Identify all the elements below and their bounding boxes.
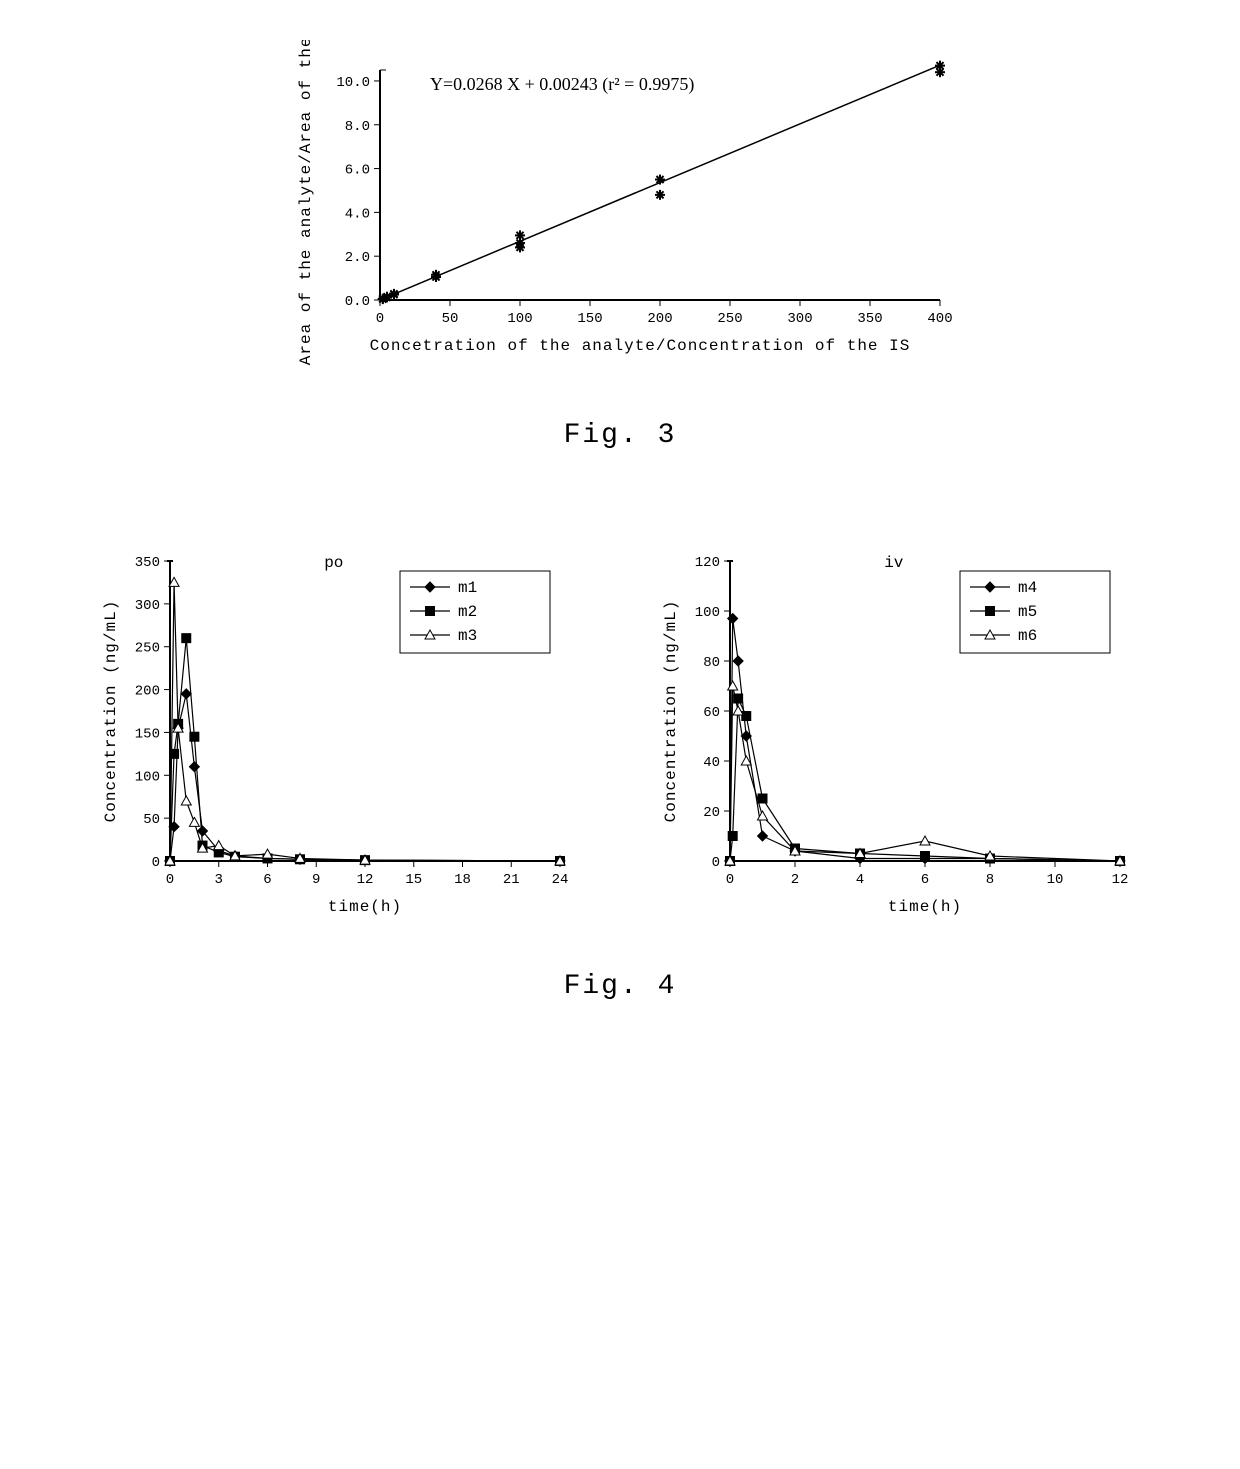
- fig3-caption: Fig. 3: [564, 420, 677, 451]
- svg-text:50: 50: [442, 311, 459, 327]
- svg-text:6: 6: [921, 872, 929, 888]
- svg-text:2: 2: [791, 872, 799, 888]
- svg-text:21: 21: [503, 872, 520, 888]
- svg-text:Area of the analyte/Area of th: Area of the analyte/Area of the IS: [297, 40, 315, 365]
- svg-text:0: 0: [152, 855, 160, 871]
- svg-text:m2: m2: [458, 603, 477, 621]
- svg-text:150: 150: [135, 726, 160, 742]
- svg-text:8: 8: [986, 872, 994, 888]
- svg-text:0: 0: [376, 311, 384, 327]
- svg-text:time(h): time(h): [888, 898, 962, 916]
- svg-text:300: 300: [135, 598, 160, 614]
- svg-text:10: 10: [1047, 872, 1064, 888]
- svg-text:18: 18: [454, 872, 471, 888]
- svg-text:350: 350: [857, 311, 882, 327]
- svg-text:m3: m3: [458, 627, 477, 645]
- figure-3: 0 50 100 150 200 250 300 350 400 0.0 2.0 4.0 6.0 8.0 1…: [40, 40, 1200, 451]
- svg-text:6.0: 6.0: [345, 163, 370, 179]
- figure-4: po03691215182124050100150200250300350m1m…: [40, 531, 1200, 1002]
- svg-text:m6: m6: [1018, 627, 1037, 645]
- svg-text:4.0: 4.0: [345, 206, 370, 222]
- svg-text:4: 4: [856, 872, 864, 888]
- svg-text:250: 250: [135, 641, 160, 657]
- svg-text:400: 400: [927, 311, 952, 327]
- svg-text:300: 300: [787, 311, 812, 327]
- svg-text:150: 150: [577, 311, 602, 327]
- svg-text:80: 80: [703, 655, 720, 671]
- svg-text:m4: m4: [1018, 579, 1037, 597]
- svg-text:Concentration (ng/mL): Concentration (ng/mL): [102, 600, 120, 823]
- svg-text:time(h): time(h): [328, 898, 402, 916]
- svg-text:8.0: 8.0: [345, 119, 370, 135]
- fig4-caption: Fig. 4: [564, 971, 677, 1002]
- svg-text:20: 20: [703, 805, 720, 821]
- svg-text:200: 200: [135, 684, 160, 700]
- svg-text:0.0: 0.0: [345, 294, 370, 310]
- svg-text:250: 250: [717, 311, 742, 327]
- svg-text:24: 24: [552, 872, 569, 888]
- svg-text:0: 0: [726, 872, 734, 888]
- svg-text:100: 100: [135, 769, 160, 785]
- svg-text:120: 120: [695, 555, 720, 571]
- svg-text:40: 40: [703, 755, 720, 771]
- svg-text:350: 350: [135, 555, 160, 571]
- svg-text:10.0: 10.0: [336, 75, 370, 91]
- svg-text:iv: iv: [884, 554, 904, 572]
- svg-text:12: 12: [1112, 872, 1129, 888]
- svg-text:m5: m5: [1018, 603, 1037, 621]
- svg-text:po: po: [324, 554, 343, 572]
- fig4-po-chart: po 0 3 6 9 12 15 18 21 24 0 50 100 150 200 250 300 350 m1 m…: [80, 531, 600, 931]
- svg-text:Concentration (ng/mL): Concentration (ng/mL): [662, 600, 680, 823]
- svg-text:6: 6: [263, 872, 271, 888]
- svg-text:m1: m1: [458, 579, 477, 597]
- fig4-row: po03691215182124050100150200250300350m1m…: [40, 531, 1200, 931]
- fig4-iv-chart: iv024681012020406080100120m4m5m6time(h)C…: [640, 531, 1160, 931]
- svg-text:9: 9: [312, 872, 320, 888]
- svg-text:3: 3: [215, 872, 223, 888]
- svg-text:60: 60: [703, 705, 720, 721]
- svg-text:Concetration of the analyte/Co: Concetration of the analyte/Concentratio…: [370, 337, 911, 355]
- svg-text:15: 15: [405, 872, 422, 888]
- svg-text:Y=0.0268 X + 0.00243 (r² = 0.9: Y=0.0268 X + 0.00243 (r² = 0.9975): [430, 74, 694, 95]
- fig3-chart: 0 50 100 150 200 250 300 350 400 0.0 2.0 4.0 6.0 8.0 1…: [260, 40, 980, 380]
- svg-text:2.0: 2.0: [345, 250, 370, 266]
- svg-text:100: 100: [695, 605, 720, 621]
- svg-text:12: 12: [357, 872, 374, 888]
- svg-text:50: 50: [143, 812, 160, 828]
- svg-text:100: 100: [507, 311, 532, 327]
- svg-text:200: 200: [647, 311, 672, 327]
- svg-text:0: 0: [166, 872, 174, 888]
- svg-text:0: 0: [712, 855, 720, 871]
